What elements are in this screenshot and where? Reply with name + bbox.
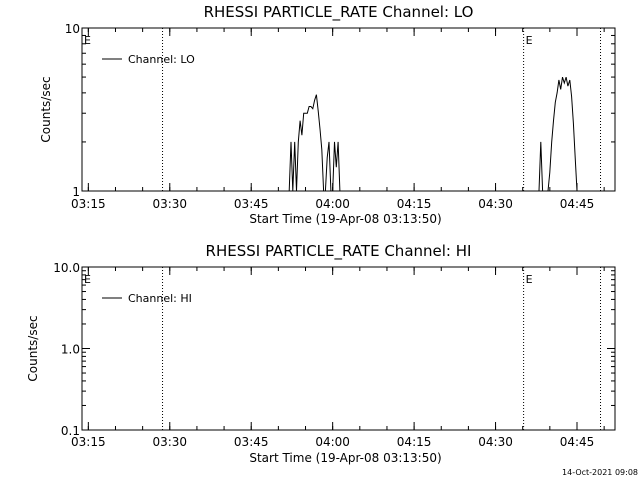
- x-tick-label: 04:45: [560, 197, 595, 211]
- y-tick-label: 10.0: [53, 261, 80, 275]
- event-marker: E: [84, 273, 91, 286]
- chart-title: RHESSI PARTICLE_RATE Channel: LO: [204, 3, 474, 22]
- y-axis-label: Counts/sec: [39, 76, 53, 142]
- x-tick-label: 04:15: [397, 435, 432, 449]
- y-tick-label: 1: [72, 185, 80, 199]
- x-axis-label: Start Time (19-Apr-08 03:13:50): [249, 212, 441, 226]
- chart-title: RHESSI PARTICLE_RATE Channel: HI: [206, 242, 472, 261]
- x-tick-label: 04:30: [478, 435, 513, 449]
- x-tick-label: 03:45: [234, 435, 269, 449]
- x-tick-label: 04:00: [315, 435, 350, 449]
- x-tick-label: 03:15: [71, 197, 106, 211]
- y-tick-label: 1.0: [61, 343, 80, 357]
- x-tick-label: 03:30: [152, 197, 187, 211]
- event-marker: E: [84, 34, 91, 47]
- x-axis-label: Start Time (19-Apr-08 03:13:50): [249, 451, 441, 465]
- event-marker: E: [526, 273, 533, 286]
- y-axis-label: Counts/sec: [26, 315, 40, 381]
- legend-label: Channel: LO: [128, 53, 195, 66]
- x-tick-label: 04:45: [560, 435, 595, 449]
- x-tick-label: 03:15: [71, 435, 106, 449]
- hi-channel-panel: RHESSI PARTICLE_RATE Channel: HI 03:15 03:…: [26, 242, 616, 465]
- x-tick-label: 04:15: [397, 197, 432, 211]
- lo-channel-panel: RHESSI PARTICLE_RATE Channel: LO 03:15 03:…: [39, 3, 616, 226]
- footer-timestamp: 14-Oct-2021 09:08: [562, 468, 638, 477]
- y-tick-label: 10: [65, 22, 80, 36]
- event-marker: E: [526, 34, 533, 47]
- series-line-channel-lo: [288, 76, 578, 192]
- y-tick-label: 0.1: [61, 424, 80, 438]
- x-tick-label: 03:45: [234, 197, 269, 211]
- x-tick-label: 04:00: [315, 197, 350, 211]
- x-tick-label: 04:30: [478, 197, 513, 211]
- legend-label: Channel: HI: [128, 292, 192, 305]
- x-tick-label: 03:30: [152, 435, 187, 449]
